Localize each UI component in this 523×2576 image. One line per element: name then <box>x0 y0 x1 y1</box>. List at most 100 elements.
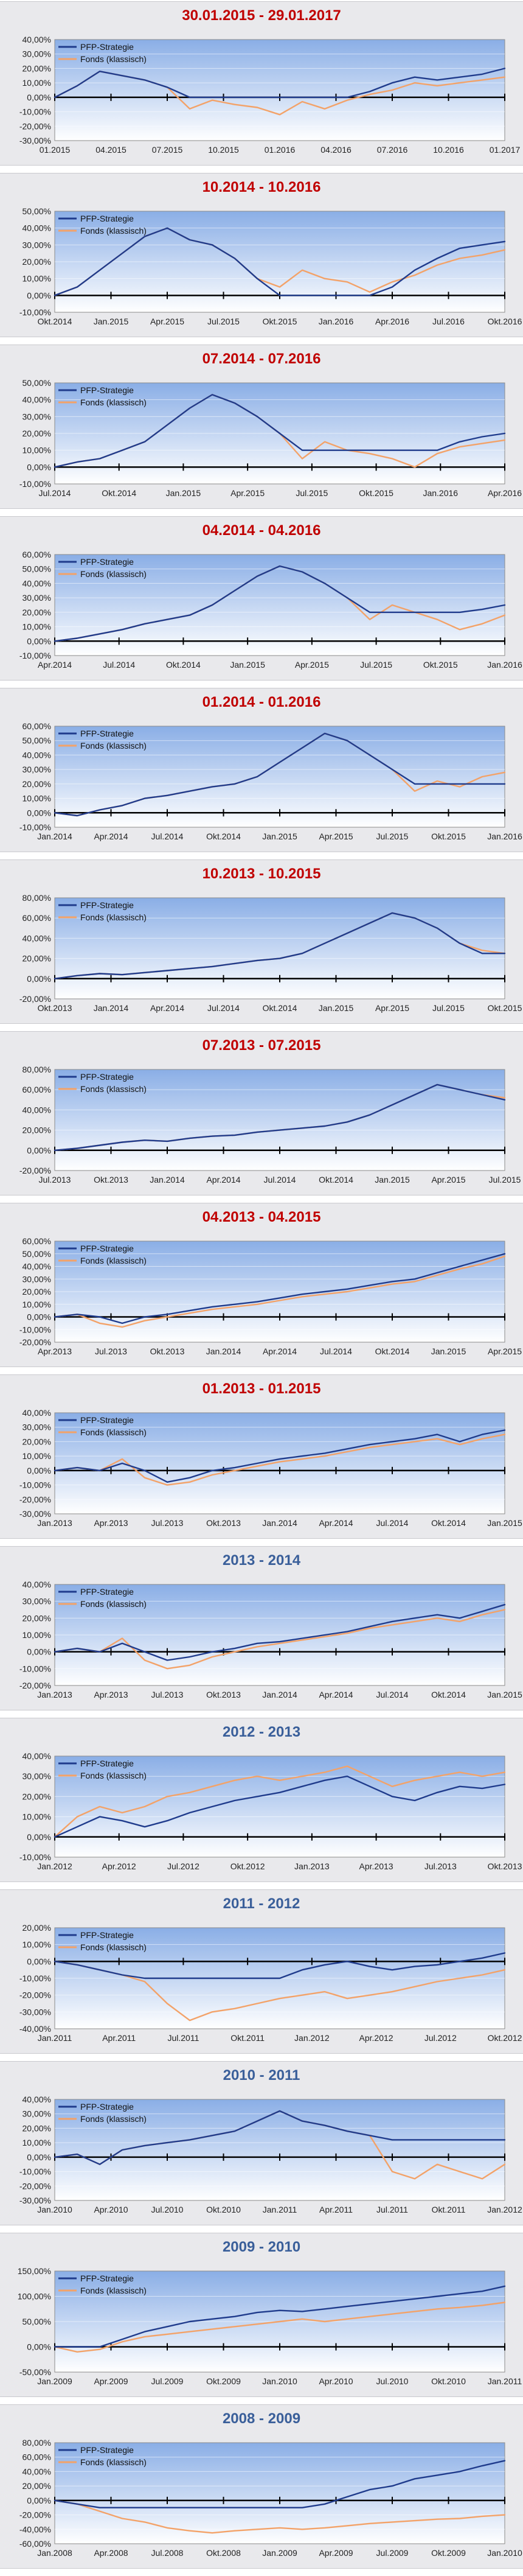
y-tick-label: 60,00% <box>23 1085 51 1094</box>
x-tick-label: 04.2016 <box>320 145 352 155</box>
x-tick-label: 01.2017 <box>490 145 521 155</box>
y-tick-label: -10,00% <box>19 1973 51 1983</box>
x-tick-label: Okt.2008 <box>206 2548 241 2558</box>
x-tick-label: Jul.2015 <box>489 1175 521 1185</box>
x-tick-label: Jan.2010 <box>487 2548 522 2558</box>
x-tick-label: Okt.2016 <box>488 317 522 326</box>
legend-label: Fonds (klassisch) <box>80 2286 147 2295</box>
y-tick-label: -10,00% <box>19 822 51 832</box>
series-line-fund <box>54 1765 506 1838</box>
legend-label: PFP-Strategie <box>80 557 134 567</box>
chart-svg: 04.2013 - 04.2015 60,00% 50,00% 40,00% 30,00… <box>19 1209 522 1356</box>
x-tick-label: Jan.2010 <box>262 2376 297 2386</box>
legend-label: PFP-Strategie <box>80 42 134 52</box>
y-tick-label: 80,00% <box>23 2438 51 2448</box>
chart-title: 01.2014 - 01.2016 <box>203 694 321 710</box>
x-tick-label: Jan.2014 <box>150 1175 185 1185</box>
x-tick-label: Jan.2012 <box>487 2205 522 2214</box>
legend: PFP-Strategie Fonds (klassisch) <box>58 1415 147 1437</box>
x-tick-label: Jul.2014 <box>39 488 71 498</box>
x-tick-label: Apr.2011 <box>319 2205 353 2214</box>
y-tick-label: -40,00% <box>19 2524 51 2534</box>
x-tick-label: 10.2015 <box>208 145 239 155</box>
chart-title: 07.2013 - 07.2015 <box>203 1037 321 1054</box>
chart-svg: 01.2013 - 01.2015 40,00% 30,00% 20,00% 10,00… <box>19 1381 522 1528</box>
x-tick-label: Jan.2015 <box>431 1346 466 1356</box>
x-tick-label: Jul.2011 <box>167 2033 199 2043</box>
x-tick-label: Jan.2015 <box>94 317 129 326</box>
x-tick-label: Apr.2009 <box>319 2548 353 2558</box>
x-tick-label: Okt.2013 <box>206 1518 241 1528</box>
legend-label: Fonds (klassisch) <box>80 397 147 407</box>
y-tick-label: 20,00% <box>23 429 51 438</box>
y-tick-label: 30,00% <box>23 1274 51 1284</box>
y-tick-label: 30,00% <box>23 411 51 421</box>
x-tick-label: Jul.2016 <box>432 317 465 326</box>
x-tick-label: Jul.2010 <box>376 2376 409 2386</box>
y-tick-label: -20,00% <box>19 1166 51 1175</box>
x-tick-label: 10.2016 <box>433 145 464 155</box>
y-tick-label: 60,00% <box>23 721 51 731</box>
y-tick-label: 20,00% <box>23 2123 51 2133</box>
y-tick-label: -20,00% <box>19 1681 51 1690</box>
y-tick-label: 40,00% <box>23 1262 51 1272</box>
x-tick-label: Jul.2015 <box>296 488 328 498</box>
y-tick-label: 40,00% <box>23 933 51 943</box>
x-tick-label: Jan.2015 <box>487 1690 522 1699</box>
y-tick-label: 10,00% <box>23 622 51 632</box>
chart-svg: 2010 - 2011 40,00% 30,00% 20,00% 10,00% 0,00%… <box>19 2067 522 2214</box>
y-tick-label: 40,00% <box>23 578 51 588</box>
y-tick-label: 40,00% <box>23 35 51 44</box>
y-tick-label: -10,00% <box>19 307 51 317</box>
chart-title: 2009 - 2010 <box>223 2239 300 2255</box>
chart-svg: 10.2013 - 10.2015 80,00% 60,00% 40,00% 20,00… <box>19 866 522 1013</box>
x-tick-label: Okt.2015 <box>359 488 393 498</box>
x-tick-label: Jan.2016 <box>423 488 458 498</box>
y-tick-label: 30,00% <box>23 49 51 59</box>
y-tick-label: 10,00% <box>23 2138 51 2147</box>
legend-label: Fonds (klassisch) <box>80 912 147 922</box>
chart-panel: 01.2014 - 01.2016 60,00% 50,00% 40,00% 30,00… <box>0 688 523 852</box>
legend-label: PFP-Strategie <box>80 900 134 910</box>
legend: PFP-Strategie Fonds (klassisch) <box>58 557 147 579</box>
x-tick-label: Jan.2016 <box>319 317 354 326</box>
x-tick-label: Apr.2013 <box>94 1518 128 1528</box>
x-tick-label: Jan.2015 <box>262 831 297 841</box>
chart-panel: 2009 - 2010 150,00% 100,00% 50,00% 0,00% -50,… <box>0 2233 523 2397</box>
x-tick-label: Okt.2011 <box>230 2033 265 2043</box>
chart-svg: 2011 - 2012 20,00% 10,00% 0,00% -10,00% -20,0… <box>19 1895 522 2043</box>
x-tick-label: Jan.2009 <box>37 2376 72 2386</box>
chart-svg: 07.2014 - 07.2016 50,00% 40,00% 30,00% 20,00… <box>19 351 522 498</box>
series-line-strategy <box>54 2285 506 2348</box>
legend: PFP-Strategie Fonds (klassisch) <box>58 1930 147 1952</box>
y-tick-label: 30,00% <box>23 1597 51 1606</box>
chart-title: 2012 - 2013 <box>223 1724 300 1740</box>
y-tick-label: 20,00% <box>23 63 51 73</box>
x-tick-label: Apr.2014 <box>319 1518 353 1528</box>
chart-panel: 10.2013 - 10.2015 80,00% 60,00% 40,00% 20,00… <box>0 859 523 1024</box>
legend-label: PFP-Strategie <box>80 1759 134 1768</box>
y-tick-label: 0,00% <box>27 636 51 646</box>
x-tick-label: Jul.2015 <box>360 660 392 670</box>
y-tick-label: 30,00% <box>23 240 51 250</box>
x-tick-label: Apr.2015 <box>431 1175 465 1185</box>
y-tick-label: 50,00% <box>23 206 51 216</box>
chart-title: 04.2013 - 04.2015 <box>203 1209 321 1225</box>
legend-label: Fonds (klassisch) <box>80 54 147 64</box>
chart-panel: 2011 - 2012 20,00% 10,00% 0,00% -10,00% -20,0… <box>0 1889 523 2054</box>
y-tick-label: -40,00% <box>19 2024 51 2034</box>
x-tick-label: Okt.2014 <box>431 1690 466 1699</box>
x-tick-label: Apr.2015 <box>295 660 329 670</box>
x-tick-label: Jul.2015 <box>432 1003 465 1013</box>
y-tick-label: 60,00% <box>23 913 51 923</box>
legend-label: Fonds (klassisch) <box>80 1771 147 1780</box>
y-tick-label: -10,00% <box>19 107 51 117</box>
y-tick-label: 60,00% <box>23 550 51 559</box>
x-tick-label: Okt.2014 <box>38 317 72 326</box>
x-tick-label: Jan.2010 <box>37 2205 72 2214</box>
x-tick-label: Jul.2015 <box>376 831 409 841</box>
y-tick-label: 20,00% <box>23 1125 51 1135</box>
legend: PFP-Strategie Fonds (klassisch) <box>58 385 147 407</box>
chart-panel: 2008 - 2009 80,00% 60,00% 40,00% 20,00% 0,00%… <box>0 2404 523 2569</box>
